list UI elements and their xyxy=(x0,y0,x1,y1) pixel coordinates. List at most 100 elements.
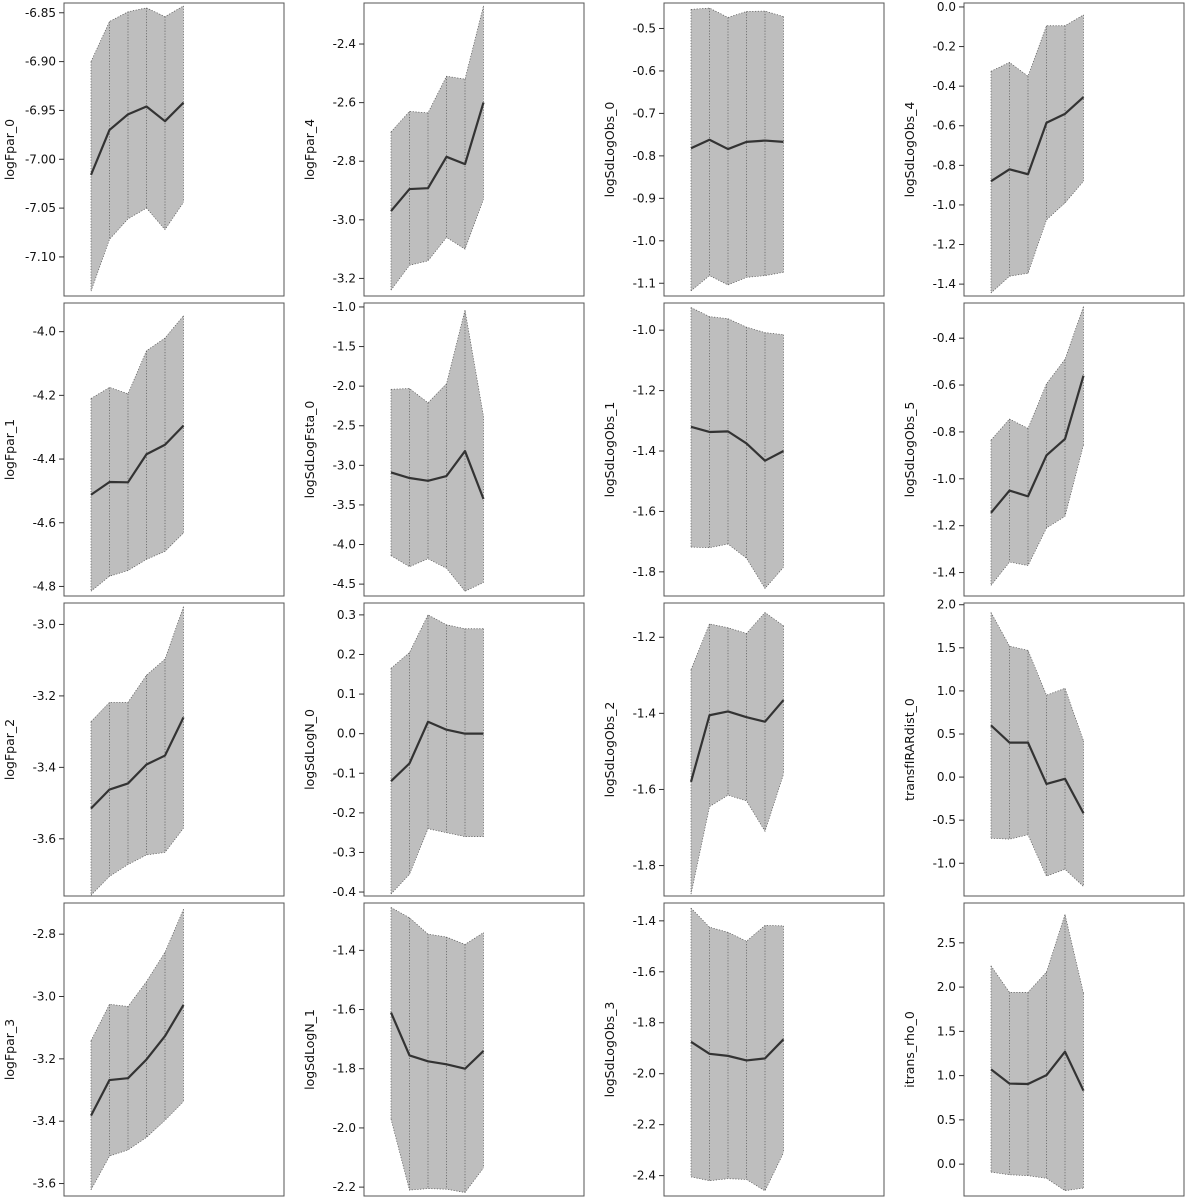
y-tick-label: -4.0 xyxy=(333,538,356,552)
panel-itrans_rho_0: 2.5 2.0 1.5 1.0 0.5 0.0 itrans_rho_0 xyxy=(902,902,1185,1197)
y-tick-label: -3.2 xyxy=(33,689,56,703)
y-tick-label: 2.0 xyxy=(937,598,956,612)
y-tick-label: 0.0 xyxy=(937,1157,956,1171)
y-tick-label: -3.2 xyxy=(33,1052,56,1066)
plot-frame xyxy=(63,902,285,1197)
mean-line xyxy=(690,425,785,462)
panel-logSdLogN_0: 0.3 0.2 0.1 0.0 -0.1 -0.2 -0.3 -0.4 logSdLogN_0 xyxy=(302,602,585,899)
plot-frame xyxy=(963,2,1185,297)
y-axis-label: logSdLogObs_2 xyxy=(602,702,617,798)
y-tick-label: -0.2 xyxy=(933,40,956,54)
y-tick-label: -1.2 xyxy=(633,384,656,398)
plot-frame xyxy=(63,2,285,297)
y-tick-label: 2.0 xyxy=(937,980,956,994)
y-axis-label: logSdLogN_0 xyxy=(302,709,317,790)
y-tick-label: 0.5 xyxy=(937,727,956,741)
plot-frame xyxy=(63,602,285,897)
y-axis-label: logSdLogObs_3 xyxy=(602,1002,617,1098)
band-logSdLogObs_3 xyxy=(691,908,784,1191)
lower-edge xyxy=(90,827,184,896)
band-logFpar_2 xyxy=(91,606,184,896)
y-axis-label: logFpar_3 xyxy=(2,1019,17,1080)
y-tick-label: -3.4 xyxy=(33,760,56,774)
y-tick-label: -1.6 xyxy=(333,1003,356,1017)
y-tick-label: -6.85 xyxy=(25,6,56,20)
panel-logSdLogObs_2: -1.2 -1.4 -1.6 -1.8 logSdLogObs_2 xyxy=(602,602,885,897)
y-axis-label: logFpar_4 xyxy=(302,119,317,180)
mean-line xyxy=(390,720,484,782)
y-tick-label: 0.1 xyxy=(337,687,356,701)
panel-logFpar_1: -4.0 -4.2 -4.4 -4.6 -4.8 logFpar_1 xyxy=(2,302,285,597)
y-axis-label: logFpar_0 xyxy=(2,119,17,180)
y-tick-label: 1.0 xyxy=(937,1069,956,1083)
upper-edge xyxy=(390,614,484,669)
y-tick-label: 0.0 xyxy=(937,770,956,784)
plot-frame xyxy=(363,902,585,1197)
panel-transfIRARdist_0: 2.0 1.5 1.0 0.5 0.0 -0.5 -1.0 transfIRARdist_0 xyxy=(902,598,1185,897)
mean-line xyxy=(90,716,185,810)
y-tick-label: -2.2 xyxy=(333,1180,356,1194)
y-tick-label: -0.4 xyxy=(933,79,956,93)
band-transfIRARdist_0 xyxy=(991,612,1084,887)
y-tick-label: -7.10 xyxy=(25,250,56,264)
plot-frame xyxy=(363,302,585,597)
y-tick-label: -0.1 xyxy=(333,766,356,780)
plot-frame xyxy=(963,902,1185,1197)
plot-frame xyxy=(663,602,885,897)
lower-edge xyxy=(390,1118,484,1193)
panel-logSdLogFsta_0: -1.0 -1.5 -2.0 -2.5 -3.0 -3.5 -4.0 -4.5 logSdLog… xyxy=(302,300,585,597)
y-tick-label: -2.8 xyxy=(333,154,356,168)
y-tick-label: -3.0 xyxy=(33,990,56,1004)
plot-frame xyxy=(963,302,1185,597)
panel-logSdLogObs_4: 0.0 -0.2 -0.4 -0.6 -0.8 -1.0 -1.2 -1.4 logSdLogO… xyxy=(902,0,1185,297)
y-tick-label: -1.4 xyxy=(633,444,656,458)
y-tick-label: -2.4 xyxy=(333,37,356,51)
band-logSdLogObs_4 xyxy=(991,14,1084,294)
y-tick-label: -0.6 xyxy=(933,119,956,133)
y-axis-label: logSdLogFsta_0 xyxy=(302,401,317,499)
band-logSdLogN_0 xyxy=(391,614,484,895)
upper-edge xyxy=(990,913,1084,994)
y-tick-label: -2.0 xyxy=(333,379,356,393)
mean-line xyxy=(389,1012,485,1070)
y-tick-label: -2.8 xyxy=(33,927,56,941)
y-tick-label: 0.0 xyxy=(337,727,356,741)
band-itrans_rho_0 xyxy=(991,914,1084,1191)
mean-line xyxy=(89,101,185,176)
mean-line xyxy=(390,102,485,212)
lower-edge xyxy=(90,202,184,292)
plot-frame xyxy=(663,302,885,597)
upper-edge xyxy=(90,606,184,722)
panel-logFpar_4: -2.4 -2.6 -2.8 -3.0 -3.2 logFpar_4 xyxy=(302,2,585,297)
y-tick-label: -3.2 xyxy=(333,271,356,285)
y-tick-label: -0.4 xyxy=(333,885,356,899)
band-logSdLogObs_1 xyxy=(691,307,784,589)
mean-line xyxy=(390,449,485,500)
y-tick-label: -4.0 xyxy=(33,325,56,339)
y-axis-label: logSdLogObs_5 xyxy=(902,402,917,498)
y-axis-label: logSdLogObs_4 xyxy=(902,102,917,198)
y-tick-label: -3.6 xyxy=(33,1177,56,1191)
upper-edge xyxy=(90,315,184,399)
lower-edge xyxy=(390,828,484,895)
y-tick-label: -3.0 xyxy=(333,213,356,227)
mean-line xyxy=(90,1004,185,1117)
y-tick-label: -0.7 xyxy=(633,106,656,120)
panel-logSdLogN_1: -1.4 -1.6 -1.8 -2.0 -2.2 logSdLogN_1 xyxy=(302,902,585,1197)
y-tick-label: 0.2 xyxy=(337,647,356,661)
plot-frame xyxy=(663,2,885,297)
y-tick-label: -0.8 xyxy=(633,149,656,163)
panel-logFpar_0: -6.85 -6.90 -6.95 -7.00 -7.05 -7.10 logFpar_0 xyxy=(2,2,285,297)
y-tick-label: -0.5 xyxy=(633,21,656,35)
y-tick-label: -0.8 xyxy=(933,425,956,439)
lower-edge xyxy=(390,555,484,592)
y-tick-label: -1.0 xyxy=(933,198,956,212)
plot-frame xyxy=(363,2,585,297)
y-tick-label: -1.4 xyxy=(333,943,356,957)
y-tick-label: -1.0 xyxy=(933,472,956,486)
mean-line xyxy=(690,138,784,151)
y-tick-label: -2.5 xyxy=(333,419,356,433)
y-tick-label: -1.5 xyxy=(333,340,356,354)
y-tick-label: -0.4 xyxy=(933,331,956,345)
